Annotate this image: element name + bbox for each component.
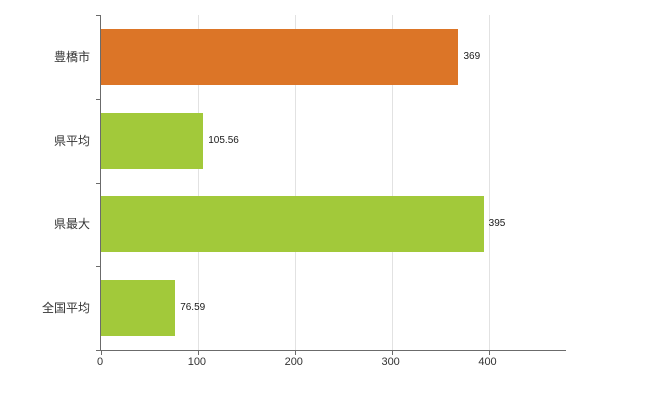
y-axis-tick — [96, 99, 100, 100]
category-label: 県最大 — [53, 217, 90, 232]
bar — [101, 112, 204, 169]
value-label: 105.56 — [208, 134, 239, 146]
x-tick-label: 0 — [96, 356, 104, 368]
value-label: 395 — [488, 218, 506, 230]
value-label: 369 — [463, 50, 481, 62]
value-label: 76.59 — [180, 302, 206, 314]
gridline — [391, 15, 393, 350]
y-axis-tick — [96, 15, 100, 16]
y-axis-tick — [96, 350, 100, 351]
bar — [101, 280, 176, 337]
category-label: 豊橋市 — [53, 49, 90, 64]
x-axis-tick — [391, 351, 393, 355]
x-tick-label: 400 — [478, 356, 497, 368]
bar-row: 369 — [101, 15, 566, 99]
x-axis-tick — [101, 351, 102, 355]
gridline — [294, 15, 296, 350]
bar-row: 395 — [101, 183, 566, 267]
bar-row: 105.56 — [101, 99, 566, 183]
gridline — [488, 15, 490, 350]
gridline — [197, 15, 199, 350]
x-tick-label: 100 — [187, 356, 207, 368]
x-axis-tick — [197, 351, 199, 355]
x-axis-tick — [488, 351, 490, 355]
bar — [101, 28, 459, 85]
category-label: 全国平均 — [41, 301, 90, 316]
plot-area: 369 105.56 395 76.59 — [96, 15, 566, 355]
x-tick-label: 300 — [381, 356, 400, 368]
bar — [101, 196, 484, 253]
category-label: 県平均 — [53, 133, 90, 148]
x-axis-tick — [294, 351, 296, 355]
x-tick-label: 200 — [284, 356, 303, 368]
y-axis-tick — [96, 183, 100, 184]
bar-row: 76.59 — [101, 266, 566, 350]
y-axis-tick — [96, 266, 100, 267]
